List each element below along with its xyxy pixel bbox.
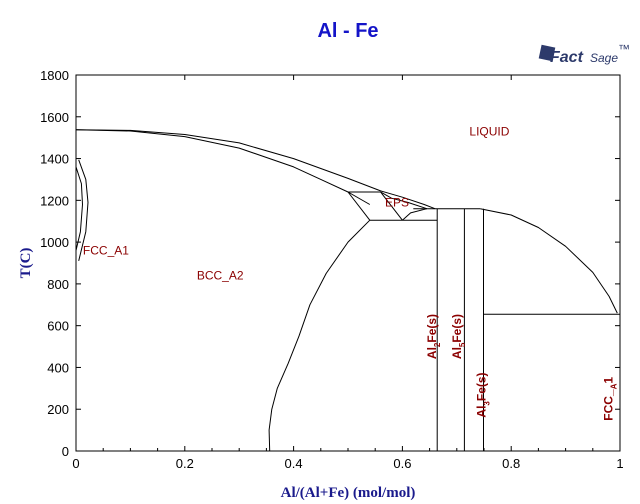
y-axis-ticks: 0 200 400 600 800 1000 1200 1400 1600 1800 xyxy=(40,68,620,459)
x-tick-label: 0.2 xyxy=(176,456,194,471)
phase-boundary-line xyxy=(380,191,403,221)
logo-text-fact: Fact xyxy=(550,49,584,66)
region-label: LIQUID xyxy=(469,125,509,139)
region-labels: LIQUID FCC_A1 BCC_A2 EPS Al2Fe(s) Al5Fe(s) Al3… xyxy=(83,125,618,421)
phase-boundary-line xyxy=(268,219,371,452)
y-tick-label: 1400 xyxy=(40,152,69,167)
region-label: EPS xyxy=(385,196,409,210)
y-tick-label: 1200 xyxy=(40,193,69,208)
phase-boundary-line xyxy=(480,208,618,314)
phase-boundary-line xyxy=(380,191,428,210)
phase-label: Al2Fe(s) xyxy=(425,314,442,359)
phase-label: FCC_A1 xyxy=(601,377,618,421)
phase-boundary-line xyxy=(75,166,83,251)
region-label: BCC_A2 xyxy=(197,269,244,283)
y-tick-label: 400 xyxy=(47,360,69,375)
x-axis-label: Al/(Al+Fe) (mol/mol) xyxy=(281,485,416,501)
x-tick-label: 1 xyxy=(616,456,623,471)
region-label: FCC_A1 xyxy=(83,244,129,258)
chart-title: Al - Fe xyxy=(317,20,378,42)
x-tick-label: 0.8 xyxy=(502,456,520,471)
y-tick-label: 1600 xyxy=(40,110,69,125)
logo-trademark: ™ xyxy=(618,42,630,56)
phase-boundary-line xyxy=(75,129,436,210)
phase-boundary-line xyxy=(78,159,89,262)
x-axis-ticks: 0 0.2 0.4 0.6 0.8 1 xyxy=(72,75,624,471)
phase-label: Al3Fe(s) xyxy=(475,372,492,417)
x-tick-label: 0.4 xyxy=(285,456,303,471)
factsage-logo: Fact Sage ™ xyxy=(538,42,630,66)
y-tick-label: 0 xyxy=(62,444,69,459)
phase-boundary-line xyxy=(402,208,428,221)
plot-frame xyxy=(75,74,621,452)
x-tick-label: 0.6 xyxy=(393,456,411,471)
y-axis-label: T(C) xyxy=(18,248,34,279)
y-tick-label: 1000 xyxy=(40,235,69,250)
phase-boundaries xyxy=(75,129,620,452)
y-tick-label: 200 xyxy=(47,402,69,417)
phase-boundary-line xyxy=(75,129,371,205)
phase-label: Al5Fe(s) xyxy=(450,314,467,359)
x-tick-label: 0 xyxy=(72,456,79,471)
logo-cube-icon xyxy=(538,44,556,62)
y-tick-label: 800 xyxy=(47,277,69,292)
logo-text-sage: Sage xyxy=(590,51,618,65)
phase-boundary-line xyxy=(347,191,371,221)
y-tick-label: 600 xyxy=(47,319,69,334)
y-tick-label: 1800 xyxy=(40,68,69,83)
